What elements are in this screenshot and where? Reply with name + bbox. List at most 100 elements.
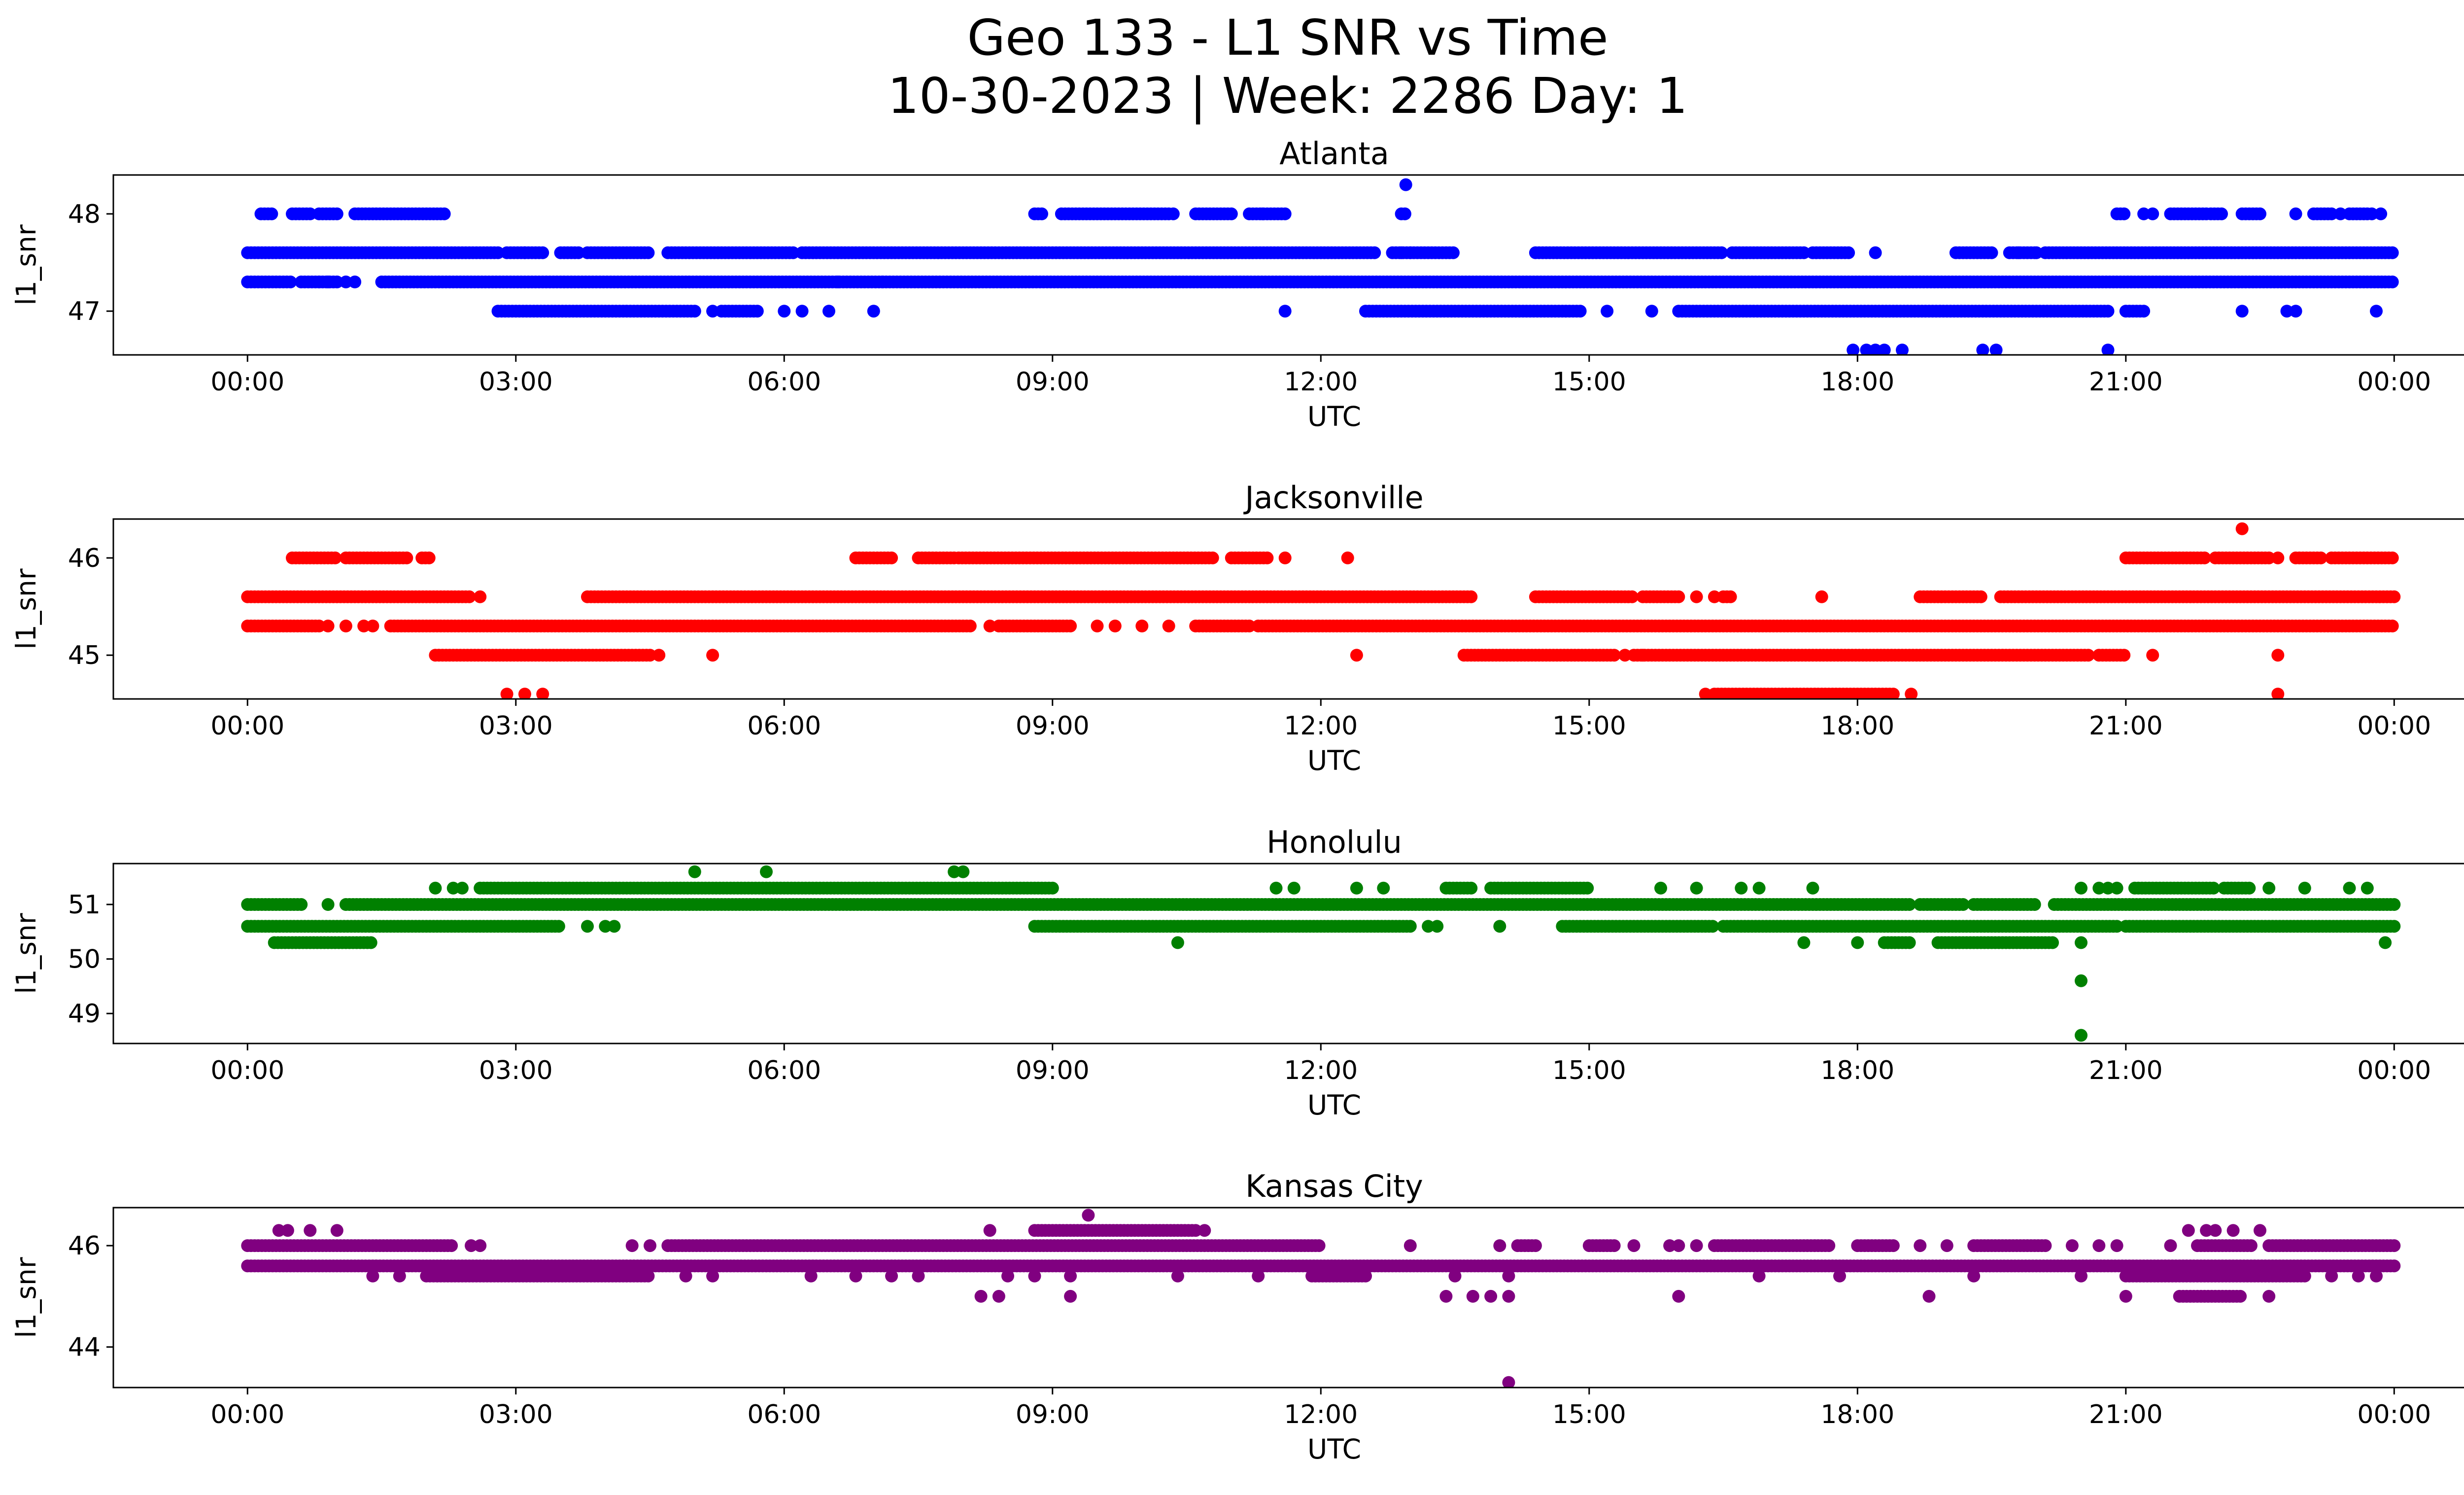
data-point [1699,688,1712,699]
data-point [983,1224,996,1237]
data-point [1815,590,1828,603]
data-point [1976,344,1989,355]
data-point [1189,1224,1202,1237]
data-point [1886,688,1900,699]
data-point [2118,649,2131,662]
data-point [312,620,326,632]
data-point [2379,936,2392,949]
x-tick-label: 06:00 [747,1056,821,1085]
data-point [957,865,970,878]
data-point [1645,305,1658,318]
x-tick-label: 00:00 [210,711,284,741]
data-point [2386,551,2399,564]
data-point [2365,207,2378,220]
figure-title-line2: 10-30-2023 | Week: 2286 Day: 1 [888,67,1688,125]
data-point [2370,305,2383,318]
data-point [2075,974,2088,987]
data-point [1752,881,1766,895]
data-point [608,920,621,933]
data-point [1940,1239,1953,1252]
data-point [1261,551,1274,564]
x-tick-label: 00:00 [2357,711,2431,741]
data-point [1625,590,1639,603]
data-point [831,276,845,288]
data-point [2386,620,2399,632]
data-point [281,1224,294,1237]
data-point [1608,649,1621,662]
data-point [2110,881,2123,895]
y-tick-label: 48 [68,200,101,229]
data-point [1690,590,1703,603]
data-point [2243,881,2256,895]
data-point [284,276,297,288]
data-point [321,620,335,632]
data-point [1672,590,1685,603]
data-point [330,1224,343,1237]
data-point [446,881,460,895]
data-point [642,246,655,259]
data-point [1878,344,1891,355]
data-point [1636,649,1649,662]
data-point [1395,246,1408,259]
data-point [1368,246,1381,259]
data-point [2046,936,2059,949]
data-point [1206,551,1219,564]
data-point [1046,881,1059,895]
x-tick-label: 18:00 [1820,1056,1894,1085]
data-point [304,1224,317,1237]
figure-title-line1: Geo 133 - L1 SNR vs Time [967,9,1608,67]
data-point [1690,881,1703,895]
data-point [2030,246,2043,259]
data-point [1198,1224,1211,1237]
data-point [1822,1239,1836,1252]
data-point [2137,207,2151,220]
data-point [1842,246,1855,259]
data-point [295,898,308,911]
data-point [536,246,549,259]
data-point [751,305,764,318]
subplot-title: Jacksonville [1243,480,1423,516]
x-tick-label: 18:00 [1820,367,1894,397]
data-point [518,246,531,259]
data-point [2271,551,2285,564]
data-point [2298,881,2311,895]
data-point [1618,649,1632,662]
x-tick-label: 15:00 [1552,1056,1626,1085]
y-tick-label: 46 [68,544,101,573]
data-point [2262,881,2276,895]
data-point [312,276,326,288]
x-tick-label: 18:00 [1820,711,1894,741]
data-point [2325,207,2338,220]
data-point [1797,246,1811,259]
data-point [867,305,880,318]
data-point [948,865,961,878]
x-tick-label: 03:00 [479,1056,553,1085]
data-point [364,936,377,949]
scatter-points [241,1209,2401,1388]
data-point [1896,344,1909,355]
data-point [445,1239,458,1252]
data-point [1989,344,2003,355]
data-point [1243,620,1256,632]
scatter-points [241,522,2401,699]
data-point [795,305,809,318]
data-point [2146,649,2159,662]
data-point [1903,936,1916,949]
data-point [2244,1239,2258,1252]
y-tick-label: 49 [68,999,101,1029]
data-point [1465,590,1478,603]
data-point [2361,881,2374,895]
y-tick-label: 51 [68,890,101,920]
data-point [1493,920,1506,933]
data-point [400,551,413,564]
data-point [1082,1209,1095,1222]
data-point [1608,1239,1621,1252]
x-tick-label: 00:00 [210,367,284,397]
data-point [321,276,335,288]
data-point [644,1239,656,1252]
axes-frame [112,518,2464,700]
data-point [644,649,656,662]
